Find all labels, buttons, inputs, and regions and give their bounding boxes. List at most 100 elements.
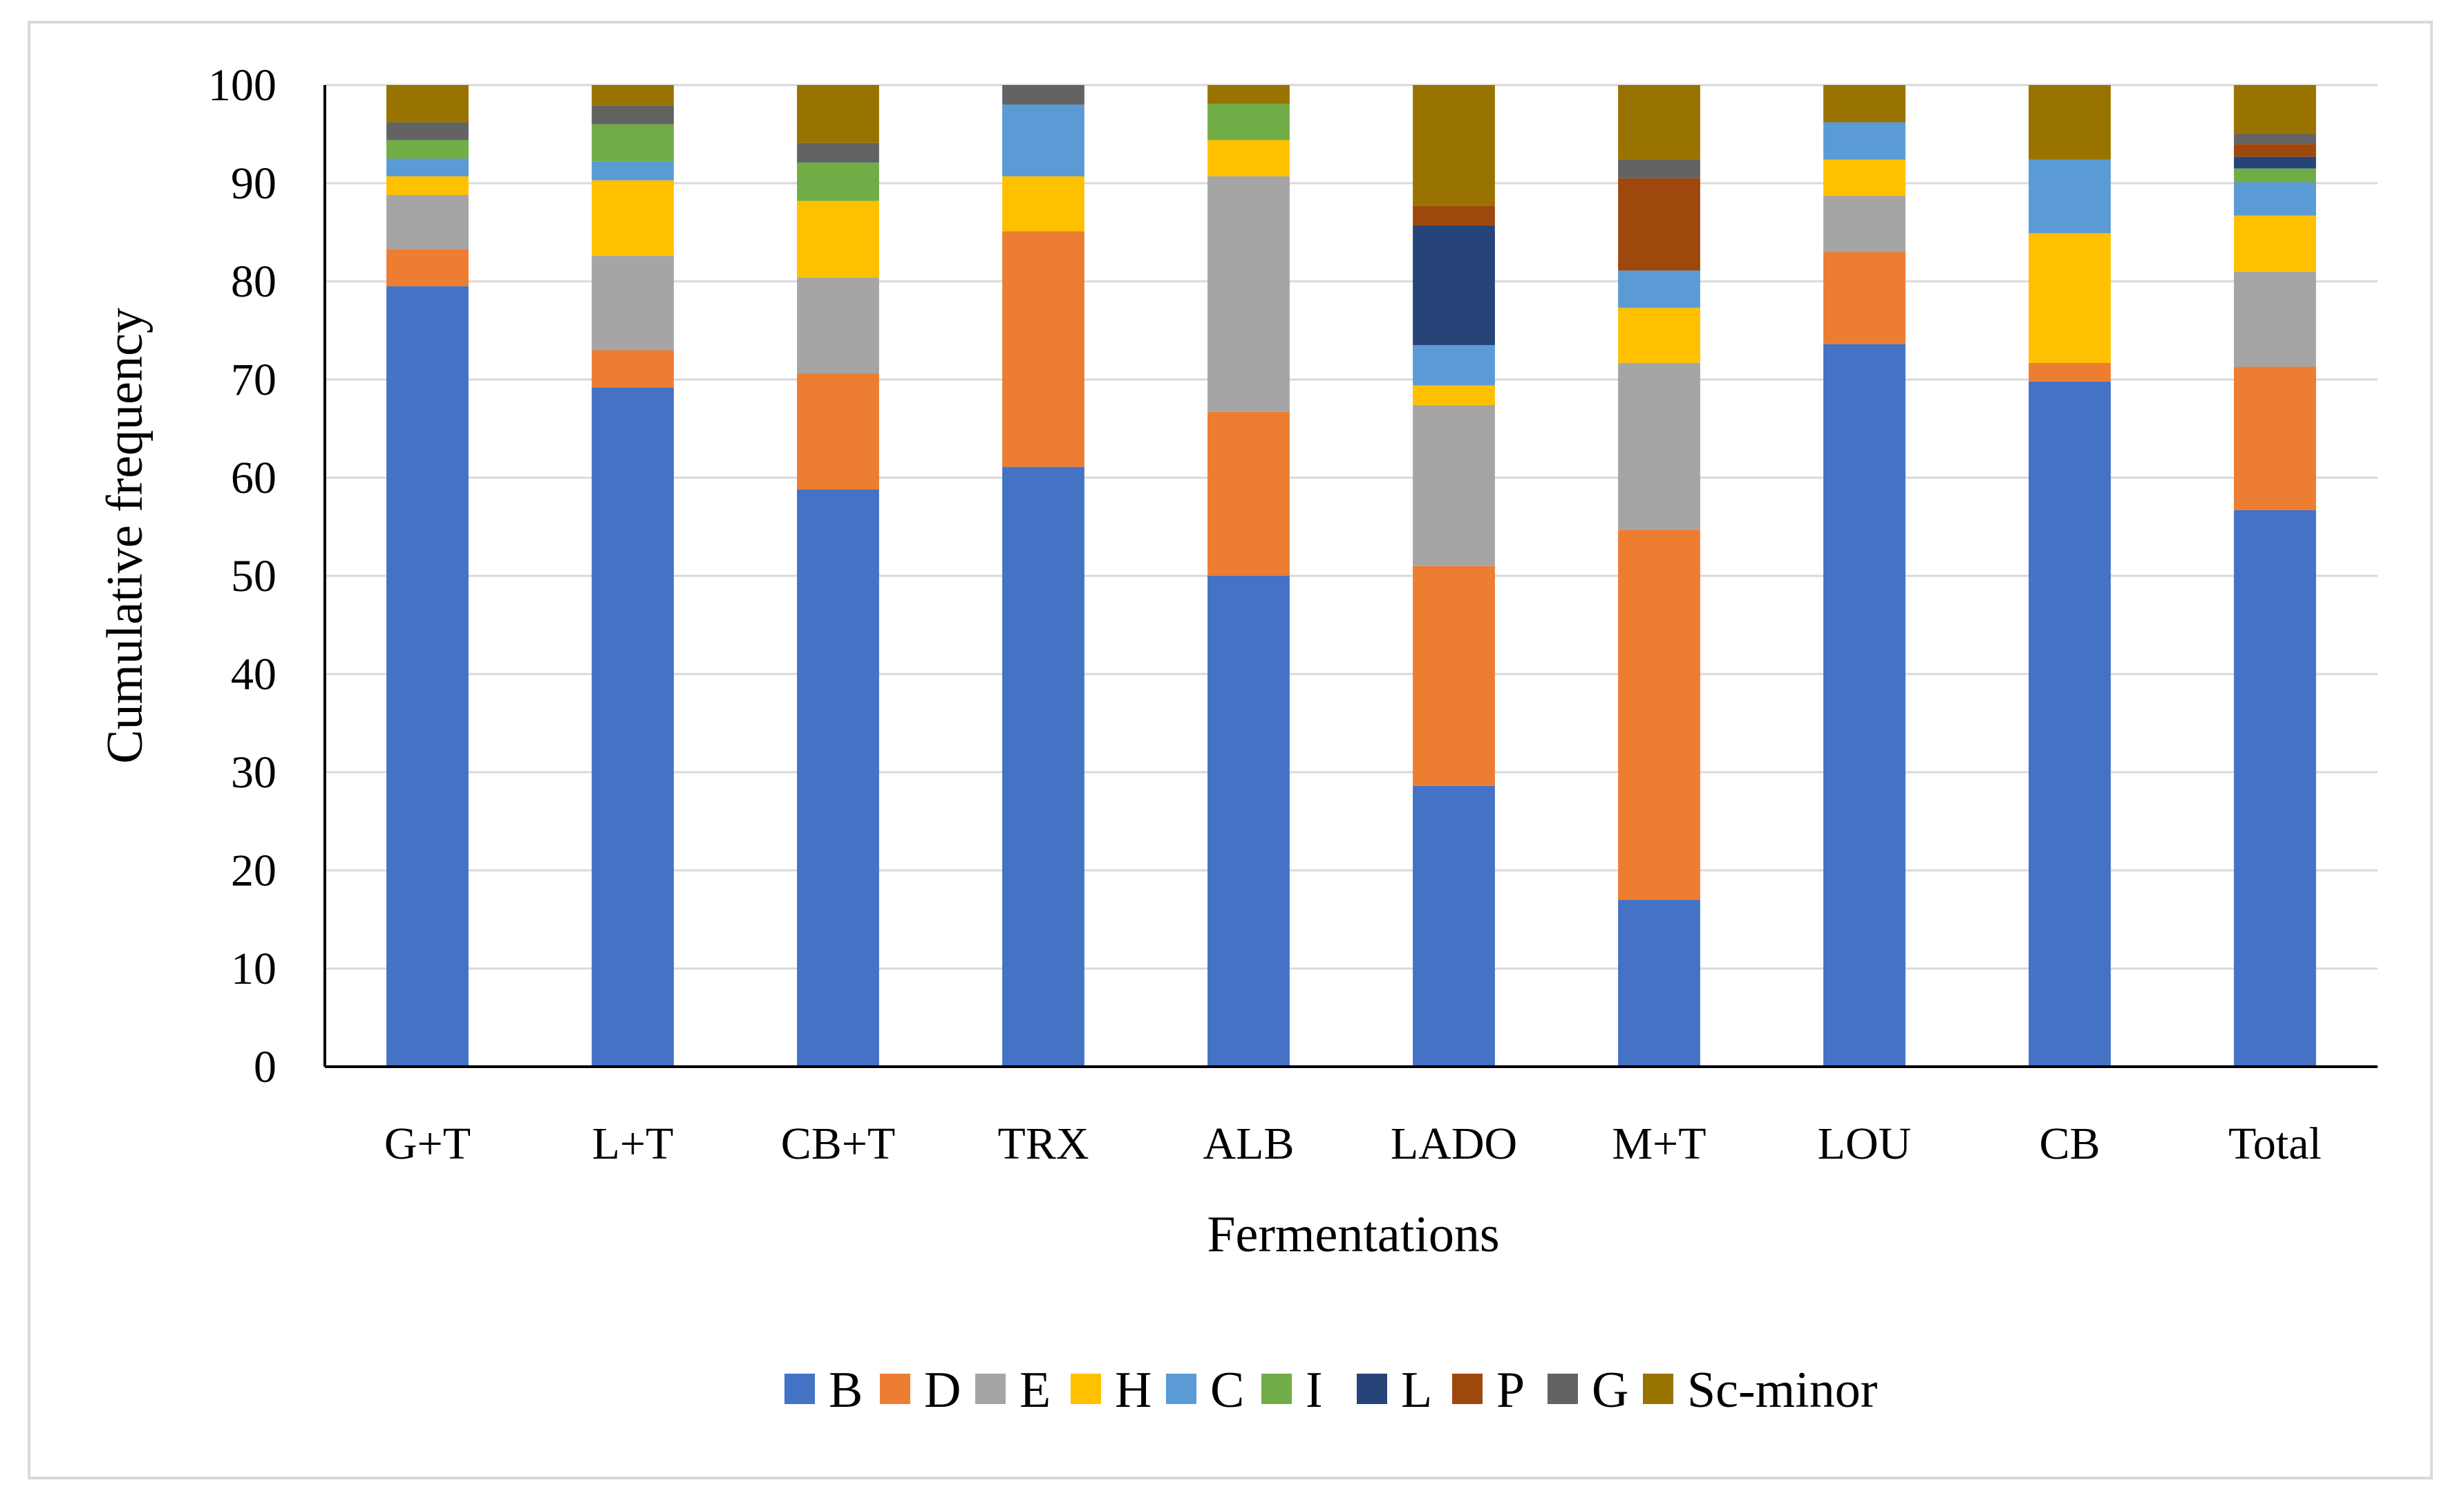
legend-swatch-l xyxy=(1357,1374,1387,1404)
bar-segment-b-cb xyxy=(2029,381,2111,1067)
bar-segment-p-lado xyxy=(1413,205,1495,226)
x-tick-label: L+T xyxy=(592,1119,674,1169)
bar-segment-l-lado xyxy=(1413,225,1495,346)
bar-segment-d-alb xyxy=(1207,411,1290,576)
legend-swatch-d xyxy=(880,1374,910,1404)
bar-segment-b-l-plus-t xyxy=(592,387,674,1067)
bar-segment-b-cb-plus-t xyxy=(797,489,879,1067)
bar-segment-d-g-plus-t xyxy=(386,249,469,287)
bar-segment-b-g-plus-t xyxy=(386,286,469,1067)
bar-segment-d-cb-plus-t xyxy=(797,373,879,490)
legend-swatch-e xyxy=(975,1374,1006,1404)
bar-segment-e-lou xyxy=(1823,196,1906,252)
bar-segment-h-cb xyxy=(2029,233,2111,363)
legend-label: B xyxy=(829,1362,863,1419)
bar-segment-sc-minor-cb xyxy=(2029,85,2111,160)
legend-label: Sc-minor xyxy=(1687,1362,1877,1419)
bar-segment-d-cb xyxy=(2029,362,2111,382)
bar-segment-h-m-plus-t xyxy=(1618,308,1700,363)
x-tick-label: ALB xyxy=(1203,1119,1295,1169)
x-tick-label: G+T xyxy=(384,1119,471,1169)
bar-segment-e-l-plus-t xyxy=(592,256,674,350)
bar-segment-i-total xyxy=(2234,168,2316,183)
y-tick-label: 100 xyxy=(208,60,276,111)
bar-segment-c-l-plus-t xyxy=(592,161,674,180)
y-tick-label: 70 xyxy=(231,355,276,405)
tick-labels: 0 10 20 30 40 50 60 70 80 90 100 G+T L+T CB+T TRX ALB LA… xyxy=(208,60,2322,1169)
bar-segment-e-alb xyxy=(1207,176,1290,412)
x-tick-label: LADO xyxy=(1391,1119,1517,1169)
x-tick-label: LOU xyxy=(1818,1119,1912,1169)
bar-segment-sc-minor-cb-plus-t xyxy=(797,85,879,143)
bar-segment-e-cb-plus-t xyxy=(797,277,879,374)
legend-label: L xyxy=(1401,1362,1432,1419)
bar-segment-c-m-plus-t xyxy=(1618,270,1700,308)
bar-segment-b-alb xyxy=(1207,576,1290,1067)
y-tick-label: 0 xyxy=(254,1042,276,1092)
bar-segment-g-l-plus-t xyxy=(592,105,674,124)
x-tick-label: CB+T xyxy=(781,1119,896,1169)
y-tick-label: 50 xyxy=(231,551,276,601)
bar-segment-c-total xyxy=(2234,182,2316,216)
bar-segment-b-lado xyxy=(1413,785,1495,1067)
bar-segment-h-l-plus-t xyxy=(592,180,674,256)
bar-segment-d-l-plus-t xyxy=(592,350,674,388)
bar-segment-p-total xyxy=(2234,144,2316,157)
bar-segment-c-g-plus-t xyxy=(386,158,469,177)
bar-segment-h-alb xyxy=(1207,140,1290,177)
legend-label: E xyxy=(1019,1362,1051,1419)
y-axis-title: Cumulative frequency xyxy=(97,308,153,764)
y-tick-label: 30 xyxy=(231,747,276,798)
bars xyxy=(386,85,2316,1067)
y-tick-label: 60 xyxy=(231,453,276,503)
bar-segment-e-lado xyxy=(1413,404,1495,566)
bar-segment-g-cb-plus-t xyxy=(797,142,879,163)
bar-segment-sc-minor-m-plus-t xyxy=(1618,85,1700,160)
x-tick-label: Total xyxy=(2228,1119,2322,1169)
x-tick-label: TRX xyxy=(998,1119,1089,1169)
bar-segment-g-m-plus-t xyxy=(1618,159,1700,178)
bar-segment-sc-minor-lou xyxy=(1823,85,1906,122)
bar-segment-c-lado xyxy=(1413,345,1495,386)
x-axis-title: Fermentations xyxy=(1207,1206,1499,1263)
bar-segment-d-total xyxy=(2234,366,2316,510)
bar-segment-h-cb-plus-t xyxy=(797,200,879,278)
y-tick-label: 40 xyxy=(231,649,276,700)
bar-segment-g-total xyxy=(2234,134,2316,144)
bar-segment-i-l-plus-t xyxy=(592,124,674,162)
legend-label: D xyxy=(924,1362,961,1419)
bar-segment-sc-minor-total xyxy=(2234,85,2316,134)
bar-segment-sc-minor-g-plus-t xyxy=(386,85,469,122)
bar-segment-b-lou xyxy=(1823,344,1906,1067)
y-tick-label: 90 xyxy=(231,158,276,209)
legend-label: C xyxy=(1210,1362,1244,1419)
legend-swatch-c xyxy=(1166,1374,1196,1404)
legend: B D E H C I L P G Sc-minor xyxy=(784,1362,1877,1419)
bar-segment-i-g-plus-t xyxy=(386,140,469,159)
legend-swatch-i xyxy=(1261,1374,1292,1404)
bar-segment-h-lou xyxy=(1823,159,1906,196)
legend-swatch-g xyxy=(1548,1374,1578,1404)
bar-segment-h-lado xyxy=(1413,385,1495,405)
bar-segment-g-trx xyxy=(1002,85,1084,105)
bar-segment-d-trx xyxy=(1002,231,1084,467)
legend-label: P xyxy=(1496,1362,1525,1419)
bar-segment-h-total xyxy=(2234,215,2316,272)
y-tick-label: 20 xyxy=(231,845,276,896)
bar-segment-d-lou xyxy=(1823,252,1906,344)
x-tick-label: CB xyxy=(2039,1119,2100,1169)
bar-segment-b-m-plus-t xyxy=(1618,899,1700,1067)
legend-swatch-p xyxy=(1452,1374,1483,1404)
bar-segment-i-alb xyxy=(1207,103,1290,140)
bar-segment-sc-minor-alb xyxy=(1207,85,1290,104)
bar-segment-b-trx xyxy=(1002,467,1084,1067)
bar-segment-c-cb xyxy=(2029,159,2111,234)
bar-segment-sc-minor-lado xyxy=(1413,85,1495,206)
bar-segment-c-lou xyxy=(1823,122,1906,160)
legend-swatch-h xyxy=(1071,1374,1101,1404)
y-tick-label: 10 xyxy=(231,944,276,994)
y-tick-label: 80 xyxy=(231,256,276,307)
bar-segment-g-g-plus-t xyxy=(386,122,469,140)
bar-segment-e-g-plus-t xyxy=(386,195,469,250)
bar-segment-l-total xyxy=(2234,156,2316,169)
